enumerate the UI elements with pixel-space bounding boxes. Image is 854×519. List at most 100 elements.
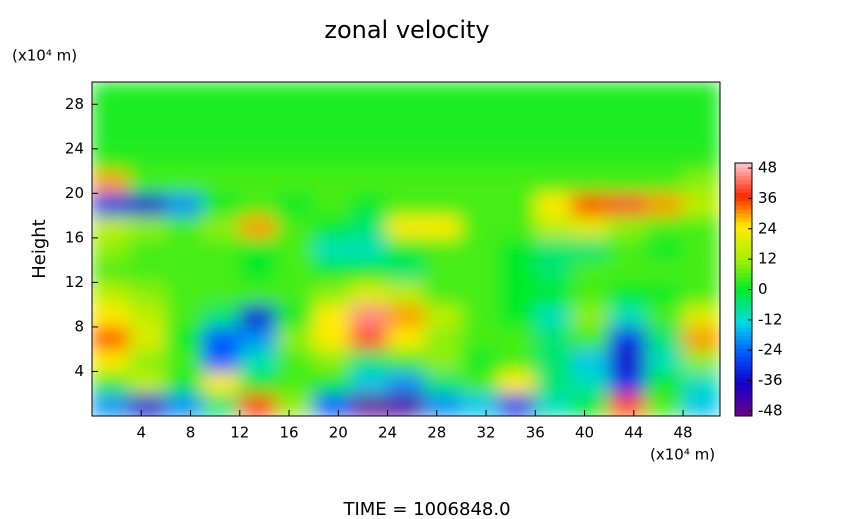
cell (645, 103, 684, 128)
cell (165, 170, 204, 194)
colorbar-step (735, 255, 752, 261)
colorbar-step (735, 268, 752, 273)
cell (460, 326, 499, 350)
colorbar-step (735, 284, 752, 290)
cell (276, 103, 315, 128)
cell (460, 370, 499, 395)
cell (239, 215, 278, 239)
chart-title: zonal velocity (324, 16, 489, 44)
colorbar-step (735, 398, 752, 404)
cell (423, 148, 462, 172)
y-tick-label: 4 (74, 362, 84, 380)
cell (202, 259, 241, 283)
cell (202, 370, 241, 395)
cell (92, 259, 130, 283)
x-tick-label: 24 (378, 424, 397, 442)
cell (313, 126, 352, 150)
cell (534, 126, 573, 150)
cell (645, 126, 684, 150)
cell (202, 304, 241, 328)
cell (202, 215, 241, 239)
cell (202, 148, 241, 172)
cell (460, 304, 499, 328)
cell (571, 126, 610, 150)
cell (92, 82, 130, 105)
cell (239, 370, 278, 395)
cell (460, 103, 499, 128)
cell (497, 170, 536, 194)
cell (350, 215, 389, 239)
cell (608, 103, 647, 128)
cell (423, 348, 462, 372)
cell (128, 82, 167, 105)
cell (350, 370, 389, 395)
cell (165, 326, 204, 350)
colorbar-step (735, 314, 752, 320)
cell (423, 192, 462, 217)
cell (202, 126, 241, 150)
cell (460, 126, 499, 150)
cell (534, 259, 573, 283)
x-tick-label: 4 (136, 424, 146, 442)
cell (387, 326, 425, 350)
cell (423, 126, 462, 150)
cell (534, 103, 573, 128)
x-tick-label: 44 (624, 424, 643, 442)
cell (571, 103, 610, 128)
x-tick-label: 28 (427, 424, 446, 442)
colorbar-step (735, 221, 752, 227)
cell (387, 304, 425, 328)
cell (497, 103, 536, 128)
cell (645, 170, 684, 194)
cell (350, 192, 389, 217)
cell (497, 281, 536, 306)
cell (497, 370, 536, 395)
cell (276, 148, 315, 172)
cell (460, 237, 499, 261)
cell (460, 393, 499, 416)
cell (165, 148, 204, 172)
cell (92, 281, 130, 306)
cell (645, 304, 684, 328)
cell (350, 281, 389, 306)
cell (128, 192, 167, 217)
cell (645, 281, 684, 306)
y-tick-label: 28 (65, 95, 84, 113)
colorbar-step (735, 171, 752, 176)
colorbar-step (735, 297, 752, 303)
cell (460, 82, 499, 105)
cell (239, 170, 278, 194)
x-tick-label: 32 (476, 424, 495, 442)
cell (92, 192, 130, 217)
cell (571, 170, 610, 194)
cell (387, 103, 425, 128)
annotation: TIME = 1006848.0 (342, 499, 510, 519)
cell (497, 215, 536, 239)
cell (460, 259, 499, 283)
cell (423, 304, 462, 328)
cell (387, 348, 425, 372)
cell (239, 192, 278, 217)
cell (534, 170, 573, 194)
cell (645, 326, 684, 350)
cell (645, 82, 684, 105)
cell (387, 170, 425, 194)
cell (387, 393, 425, 416)
cell (682, 259, 720, 283)
cell (387, 259, 425, 283)
colorbar-step (735, 327, 752, 332)
cell (497, 393, 536, 416)
colorbar-step (735, 263, 752, 269)
colorbar-step (735, 204, 752, 210)
cell (276, 192, 315, 217)
cell (313, 370, 352, 395)
cell (423, 82, 462, 105)
cell (165, 215, 204, 239)
colorbar-tick-label: 24 (758, 219, 777, 237)
x-tick-label: 8 (186, 424, 196, 442)
y-unit: (x10⁴ m) (12, 47, 77, 65)
cell (571, 326, 610, 350)
cell (682, 326, 720, 350)
cell (423, 393, 462, 416)
colorbar-step (735, 272, 752, 278)
